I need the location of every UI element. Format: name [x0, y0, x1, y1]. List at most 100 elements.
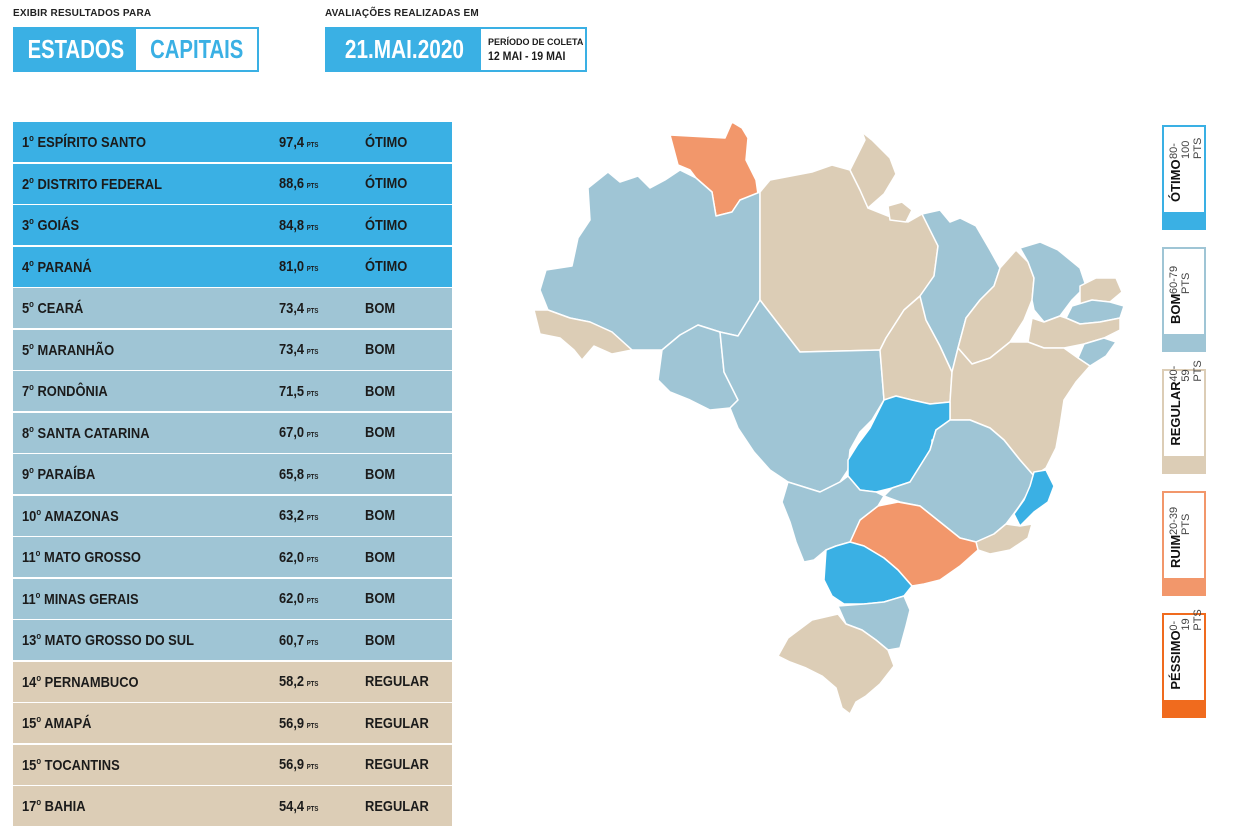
- toggle-capitais-label: CAPITAIS: [149, 34, 244, 64]
- state-score: 81,0: [279, 258, 305, 275]
- state-rank-name: 14o PERNAMBUCO: [22, 673, 139, 691]
- rank-position: 8: [22, 424, 30, 442]
- ranking-row[interactable]: 13o MATO GROSSO DO SUL 60,7 PTS BOM: [13, 620, 452, 660]
- score-unit: PTS: [306, 598, 319, 605]
- ranking-row[interactable]: 3o GOIÁS 84,8 PTS ÓTIMO: [13, 205, 452, 245]
- state-category: BOM: [365, 382, 396, 400]
- state-score: 58,2: [279, 673, 305, 690]
- legend: ÓTIMO 80-100 PTS BOM 60-79 PTS REGULAR 40-59 …: [1162, 125, 1206, 735]
- legend-item: ÓTIMO 80-100 PTS: [1162, 125, 1206, 230]
- ranking-list: 1o ESPÍRITO SANTO 97,4 PTS ÓTIMO 2o DISTRITO…: [13, 122, 452, 828]
- legend-label: RUIM: [1168, 534, 1183, 568]
- ranking-row[interactable]: 8o SANTA CATARINA 67,0 PTS BOM: [13, 412, 452, 453]
- legend-range: 0-19 PTS: [1168, 609, 1204, 631]
- legend-color-swatch: [1164, 456, 1204, 472]
- map-state-rio-grande-do-sul[interactable]: [777, 613, 895, 715]
- state-score: 71,5: [279, 382, 305, 400]
- ranking-row[interactable]: 15o TOCANTINS 56,9 PTS REGULAR: [13, 744, 452, 785]
- legend-label: PÉSSIMO: [1168, 630, 1183, 690]
- legend-range: 80-100 PTS: [1168, 137, 1204, 160]
- legend-range: 20-39 PTS: [1168, 506, 1192, 535]
- state-name: PERNAMBUCO: [44, 673, 139, 691]
- ordinal-mark: o: [29, 465, 34, 475]
- map-state-mato-grosso[interactable]: [719, 299, 885, 493]
- ranking-row[interactable]: 17o BAHIA 54,4 PTS REGULAR: [13, 786, 452, 826]
- ordinal-mark: o: [29, 423, 34, 434]
- state-score: 56,9: [279, 756, 305, 773]
- state-score-cell: 60,7 PTS: [279, 632, 318, 649]
- ranking-row[interactable]: 2o DISTRITO FEDERAL 88,6 PTS ÓTIMO: [13, 163, 452, 204]
- legend-color-swatch: [1164, 212, 1204, 228]
- rank-position: 5: [22, 341, 30, 359]
- legend-label: BOM: [1168, 293, 1183, 324]
- state-category: BOM: [365, 507, 396, 524]
- rank-position: 14: [22, 673, 37, 691]
- ordinal-mark: o: [35, 589, 41, 600]
- legend-range: 40-59 PTS: [1168, 360, 1204, 382]
- toggle-capitais-button[interactable]: CAPITAIS: [136, 29, 257, 70]
- ranking-row[interactable]: 14o PERNAMBUCO 58,2 PTS REGULAR: [13, 661, 452, 702]
- state-name: GOIÁS: [37, 217, 80, 234]
- score-unit: PTS: [306, 141, 319, 149]
- ranking-row[interactable]: 4o PARANÁ 81,0 PTS ÓTIMO: [13, 246, 452, 287]
- legend-item: RUIM 20-39 PTS: [1162, 491, 1206, 596]
- ranking-row[interactable]: 11o MATO GROSSO 62,0 PTS BOM: [13, 537, 452, 577]
- state-score: 73,4: [279, 341, 305, 358]
- map-state-rio-grande-do-norte[interactable]: [1079, 277, 1123, 305]
- ranking-row[interactable]: 5o MARANHÃO 73,4 PTS BOM: [13, 329, 452, 370]
- state-score-cell: 88,6 PTS: [279, 175, 318, 192]
- state-score: 56,9: [279, 714, 305, 732]
- ordinal-mark: o: [29, 216, 34, 226]
- state-category: REGULAR: [365, 673, 429, 690]
- state-score: 54,4: [279, 797, 305, 815]
- state-rank-name: 1o ESPÍRITO SANTO: [22, 133, 146, 151]
- map-state-amapa[interactable]: [849, 131, 897, 209]
- rank-position: 10: [22, 507, 37, 525]
- ranking-row[interactable]: 15o AMAPÁ 56,9 PTS REGULAR: [13, 703, 452, 743]
- state-score: 88,6: [279, 175, 305, 192]
- state-rank-name: 13o MATO GROSSO DO SUL: [22, 631, 194, 649]
- state-category: REGULAR: [365, 797, 429, 815]
- rank-position: 5: [22, 300, 30, 317]
- state-rank-name: 7o RONDÔNIA: [22, 382, 108, 400]
- ordinal-mark: o: [36, 797, 42, 807]
- ordinal-mark: o: [29, 299, 34, 309]
- map-state-mato-grosso-do-sul[interactable]: [781, 475, 885, 563]
- ranking-row[interactable]: 9o PARAÍBA 65,8 PTS BOM: [13, 454, 452, 494]
- period-label: PERÍODO DE COLETA: [488, 36, 584, 47]
- view-results-label: EXIBIR RESULTADOS PARA: [13, 8, 152, 19]
- state-score-cell: 71,5 PTS: [279, 383, 318, 400]
- ranking-row[interactable]: 10o AMAZONAS 63,2 PTS BOM: [13, 495, 452, 536]
- state-score-cell: 56,9 PTS: [279, 756, 318, 773]
- ordinal-mark: o: [29, 382, 34, 392]
- map-state-parana[interactable]: [823, 541, 913, 605]
- ordinal-mark: o: [36, 672, 42, 683]
- toggle-estados-button[interactable]: ESTADOS: [15, 29, 136, 70]
- score-unit: PTS: [306, 556, 319, 564]
- rank-position: 11: [22, 590, 36, 608]
- rank-position: 7: [22, 383, 30, 400]
- legend-text: PÉSSIMO 0-19 PTS: [1168, 609, 1208, 690]
- rank-position: 4: [22, 258, 30, 276]
- state-name: MARANHÃO: [37, 341, 115, 359]
- state-score: 73,4: [279, 299, 305, 317]
- ranking-row[interactable]: 11o MINAS GERAIS 62,0 PTS BOM: [13, 578, 452, 619]
- state-rank-name: 10o AMAZONAS: [22, 507, 119, 525]
- state-name: MINAS GERAIS: [43, 590, 139, 608]
- state-rank-name: 5o MARANHÃO: [22, 341, 114, 359]
- map-state-espirito-santo[interactable]: [1013, 469, 1055, 527]
- state-rank-name: 17o BAHIA: [22, 797, 86, 815]
- state-rank-name: 15o AMAPÁ: [22, 714, 91, 732]
- ranking-row[interactable]: 7o RONDÔNIA 71,5 PTS BOM: [13, 371, 452, 411]
- state-category: ÓTIMO: [365, 216, 408, 234]
- rank-position: 17: [22, 798, 37, 815]
- ranking-row[interactable]: 5o CEARÁ 73,4 PTS BOM: [13, 288, 452, 328]
- map-state-acre[interactable]: [533, 309, 633, 361]
- score-unit: PTS: [306, 266, 319, 273]
- state-category: REGULAR: [365, 714, 429, 732]
- state-score-cell: 62,0 PTS: [279, 549, 318, 566]
- legend-label: ÓTIMO: [1168, 159, 1183, 202]
- state-name: MATO GROSSO DO SUL: [44, 632, 194, 649]
- ranking-row[interactable]: 1o ESPÍRITO SANTO 97,4 PTS ÓTIMO: [13, 122, 452, 162]
- period-value: 12 MAI - 19 MAI: [488, 48, 566, 63]
